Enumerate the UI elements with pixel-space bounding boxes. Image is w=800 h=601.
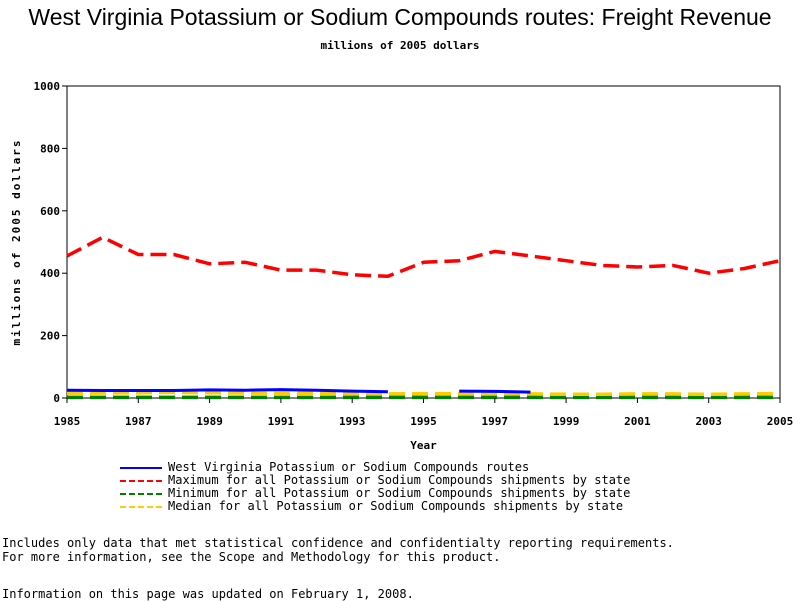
legend-label-median: Median for all Potassium or Sodium Compo… bbox=[168, 499, 624, 513]
y-tick-label: 800 bbox=[40, 142, 60, 155]
series-line-wv bbox=[459, 389, 531, 394]
y-tick-label: 200 bbox=[40, 330, 60, 343]
y-tick-label: 0 bbox=[53, 392, 60, 405]
plot-frame bbox=[66, 85, 781, 399]
legend-swatch-max bbox=[120, 479, 162, 482]
legend-item-wv: West Virginia Potassium or Sodium Compou… bbox=[120, 461, 630, 474]
axis-layer: 1985 1987 1989 1991 1993 1995 1997 1999 2001 2003… bbox=[10, 80, 793, 452]
x-tick-label: 1991 bbox=[268, 415, 295, 428]
x-tick-label: 1985 bbox=[54, 415, 81, 428]
legend-item-max: Maximum for all Potassium or Sodium Comp… bbox=[120, 474, 630, 487]
y-tick-label: 1000 bbox=[34, 80, 61, 93]
note-line-confidence: Includes only data that met statistical … bbox=[2, 536, 674, 550]
update-notice: Information on this page was updated on … bbox=[2, 587, 414, 601]
series-layer bbox=[66, 235, 781, 400]
note-line-methodology: For more information, see the Scope and … bbox=[2, 550, 501, 564]
legend-swatch-min bbox=[120, 492, 162, 495]
line-chart: 1985 1987 1989 1991 1993 1995 1997 1999 2001 2003… bbox=[10, 80, 793, 452]
series-line-max bbox=[66, 235, 781, 279]
legend: West Virginia Potassium or Sodium Compou… bbox=[120, 461, 630, 513]
x-tick-label: 2005 bbox=[767, 415, 794, 428]
x-axis-label: Year bbox=[410, 439, 437, 452]
y-tick-label: 600 bbox=[40, 205, 60, 218]
x-tick-label: 1987 bbox=[125, 415, 152, 428]
legend-label-min: Minimum for all Potassium or Sodium Comp… bbox=[168, 486, 631, 500]
legend-label-max: Maximum for all Potassium or Sodium Comp… bbox=[168, 473, 631, 487]
x-tick-label: 2003 bbox=[695, 415, 722, 428]
legend-swatch-median bbox=[120, 505, 162, 508]
series-line-median bbox=[66, 390, 781, 397]
legend-label-wv: West Virginia Potassium or Sodium Compou… bbox=[168, 460, 530, 474]
y-axis-label: millions of 2005 dollars bbox=[10, 139, 23, 346]
plot-border bbox=[66, 85, 781, 399]
notes: Includes only data that met statistical … bbox=[2, 536, 674, 564]
x-tick-label: 1995 bbox=[410, 415, 437, 428]
legend-item-median: Median for all Potassium or Sodium Compo… bbox=[120, 500, 630, 513]
legend-swatch-wv bbox=[120, 466, 162, 469]
x-tick-label: 1993 bbox=[339, 415, 366, 428]
legend-item-min: Minimum for all Potassium or Sodium Comp… bbox=[120, 487, 630, 500]
x-tick-label: 1999 bbox=[553, 415, 580, 428]
series-line-wv bbox=[66, 388, 388, 394]
y-tick-label: 400 bbox=[40, 267, 60, 280]
x-tick-label: 1997 bbox=[482, 415, 509, 428]
chart-title: West Virginia Potassium or Sodium Compou… bbox=[28, 4, 772, 30]
x-tick-label: 1989 bbox=[196, 415, 223, 428]
x-tick-label: 2001 bbox=[624, 415, 651, 428]
chart-subtitle: millions of 2005 dollars bbox=[320, 39, 480, 52]
